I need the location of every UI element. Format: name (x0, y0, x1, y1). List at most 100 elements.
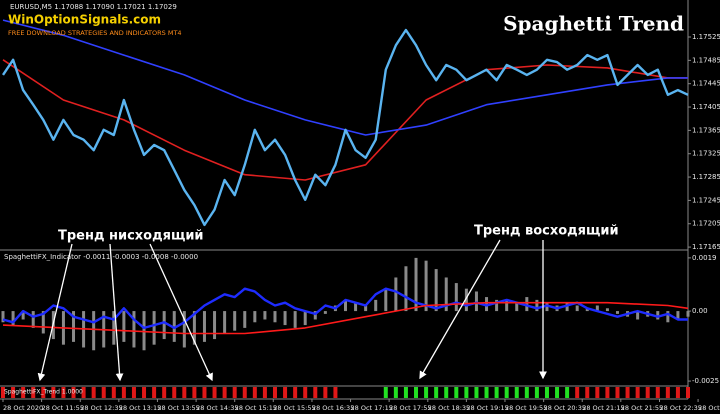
histogram-bar (344, 299, 347, 312)
tagline: FREE DOWNLOAD STRATEGIES AND INDICATORS … (8, 29, 182, 37)
x-tick-label: 28 Oct 15:55 (273, 404, 315, 412)
histogram-bar (202, 311, 206, 342)
x-tick-label: 28 Oct 13:55 (157, 404, 199, 412)
y-tick-label: 1.17405 (692, 103, 720, 111)
histogram-bar (666, 311, 670, 323)
histogram-bar (434, 269, 438, 312)
series-line (2, 287, 688, 330)
trend-bar (484, 387, 489, 398)
x-tick-label: 28 Oct 11:55 (42, 404, 84, 412)
brand: WinOptionSignals.com (8, 13, 161, 27)
histogram-bar (21, 311, 25, 320)
trend-bar (131, 387, 136, 398)
trend-bar (272, 387, 277, 398)
trend-bar (313, 387, 318, 398)
trend-bar (585, 387, 590, 398)
trend-bar (403, 387, 408, 398)
trend-bar (595, 387, 600, 398)
histogram-bar (615, 311, 619, 314)
histogram-bar (394, 277, 398, 312)
histogram-bar (182, 311, 186, 348)
trend-bar (615, 387, 620, 398)
trend-bar (172, 387, 177, 398)
y-tick-label: 1.17325 (692, 150, 720, 158)
x-tick-label: 28 Oct 13:15 (119, 404, 161, 412)
x-tick-label: 28 Oct 16:35 (312, 404, 354, 412)
histogram-bar (535, 299, 539, 312)
x-tick-label: 28 Oct 20:35 (544, 404, 586, 412)
histogram-bar (354, 302, 358, 312)
trend-bar (283, 387, 288, 398)
histogram-bar (223, 311, 227, 334)
histogram-bar (213, 311, 217, 340)
histogram-bar (142, 311, 146, 351)
histogram-bar (464, 288, 468, 312)
trend-bar (534, 387, 539, 398)
arrow (419, 239, 501, 380)
series-line (2, 28, 689, 227)
histogram-bar (384, 288, 388, 312)
histogram-bar (565, 302, 569, 312)
x-tick-label: 28 Oct 14:35 (196, 404, 238, 412)
histogram-bar (172, 311, 176, 342)
histogram-bar (454, 283, 458, 312)
histogram-bar (162, 311, 166, 340)
arrow (37, 243, 73, 382)
trend-bar (524, 387, 529, 398)
histogram-bar (192, 311, 196, 345)
trend-bar (675, 387, 680, 398)
histogram-bar (313, 311, 317, 320)
trend-bar (514, 387, 519, 398)
y-tick-label: 1.17525 (692, 33, 720, 41)
arrow (109, 243, 124, 382)
y-tick-label: 1.17285 (692, 173, 720, 181)
trend-bar (323, 387, 328, 398)
histogram-bar (485, 297, 489, 312)
histogram-bar (1, 311, 5, 323)
trend-bar (111, 387, 116, 398)
trend-bar (504, 387, 509, 398)
histogram-bar (303, 311, 307, 326)
histogram-bar (112, 311, 116, 345)
x-tick-label: 28 Oct 21:55 (621, 404, 663, 412)
x-tick-label: 28 Oct 2020 (3, 404, 43, 412)
histogram-bar (92, 311, 96, 351)
x-tick-label: 28 Oct 21:15 (582, 404, 624, 412)
histogram-bar (263, 311, 267, 320)
x-tick-label: 28 Oct 15:15 (235, 404, 277, 412)
histogram-bar (414, 257, 418, 312)
trend-bar (11, 387, 16, 398)
x-tick-label: 28 Oct 19:15 (466, 404, 508, 412)
trend-bar (242, 387, 247, 398)
trend-bar (232, 387, 237, 398)
trend-bar (252, 387, 257, 398)
histogram-bar (545, 302, 549, 312)
trend-bar (41, 387, 46, 398)
trend-bar (61, 387, 66, 398)
trend-bar (71, 387, 76, 398)
trend-bar (414, 387, 419, 398)
histogram-bar (605, 308, 609, 312)
histogram-bar (41, 311, 45, 334)
histogram-bar (636, 311, 640, 320)
trend-bar (686, 387, 690, 398)
trend-bar (635, 387, 640, 398)
trend-bar (31, 387, 36, 398)
trend-bar (51, 387, 56, 398)
trend-bar (645, 387, 650, 398)
trend-bar (21, 387, 26, 398)
x-tick-label: 28 Oct 12:35 (80, 404, 122, 412)
x-tick-label: 28 Oct 17:55 (389, 404, 431, 412)
series-line (2, 59, 688, 181)
y-tick-label: 0.0019 (692, 254, 717, 262)
histogram-bar (656, 311, 660, 320)
trend-bar (262, 387, 267, 398)
trend-bar (565, 387, 570, 398)
histogram-bar (474, 291, 478, 312)
y-tick-label: 0.00 (692, 307, 708, 315)
histogram-bar (233, 311, 237, 331)
trend-bar (444, 387, 449, 398)
histogram-bar (273, 311, 277, 323)
